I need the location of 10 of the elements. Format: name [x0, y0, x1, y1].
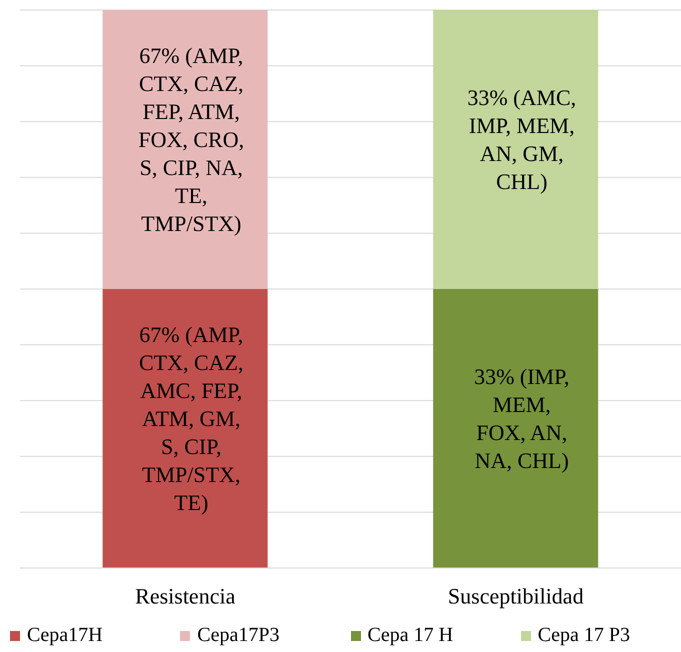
- annotation: 67% (AMP, CTX, CAZ, FEP, ATM, FOX, CRO, S, CIP, NA, TE, TMP/STX): [138, 43, 244, 236]
- legend-label: Cepa17P3: [197, 624, 280, 647]
- legend-label: Cepa17H: [27, 624, 103, 647]
- annotation: 67% (AMP, CTX, CAZ, AMC, FEP, ATM, GM, S, CIP, TMP/STX, TE): [139, 322, 244, 516]
- legend-label: Cepa 17 H: [368, 624, 454, 647]
- x-tick-label: Susceptibilidad: [448, 584, 584, 609]
- legend-label: Cepa 17 P3: [538, 624, 630, 647]
- annotation: 33% (IMP, MEM, FOX, AN, NA, CHL): [474, 364, 570, 474]
- x-tick-label: Resistencia: [135, 584, 236, 609]
- annotation: 33% (AMC, IMP, MEM, AN, GM, CHL): [467, 85, 576, 194]
